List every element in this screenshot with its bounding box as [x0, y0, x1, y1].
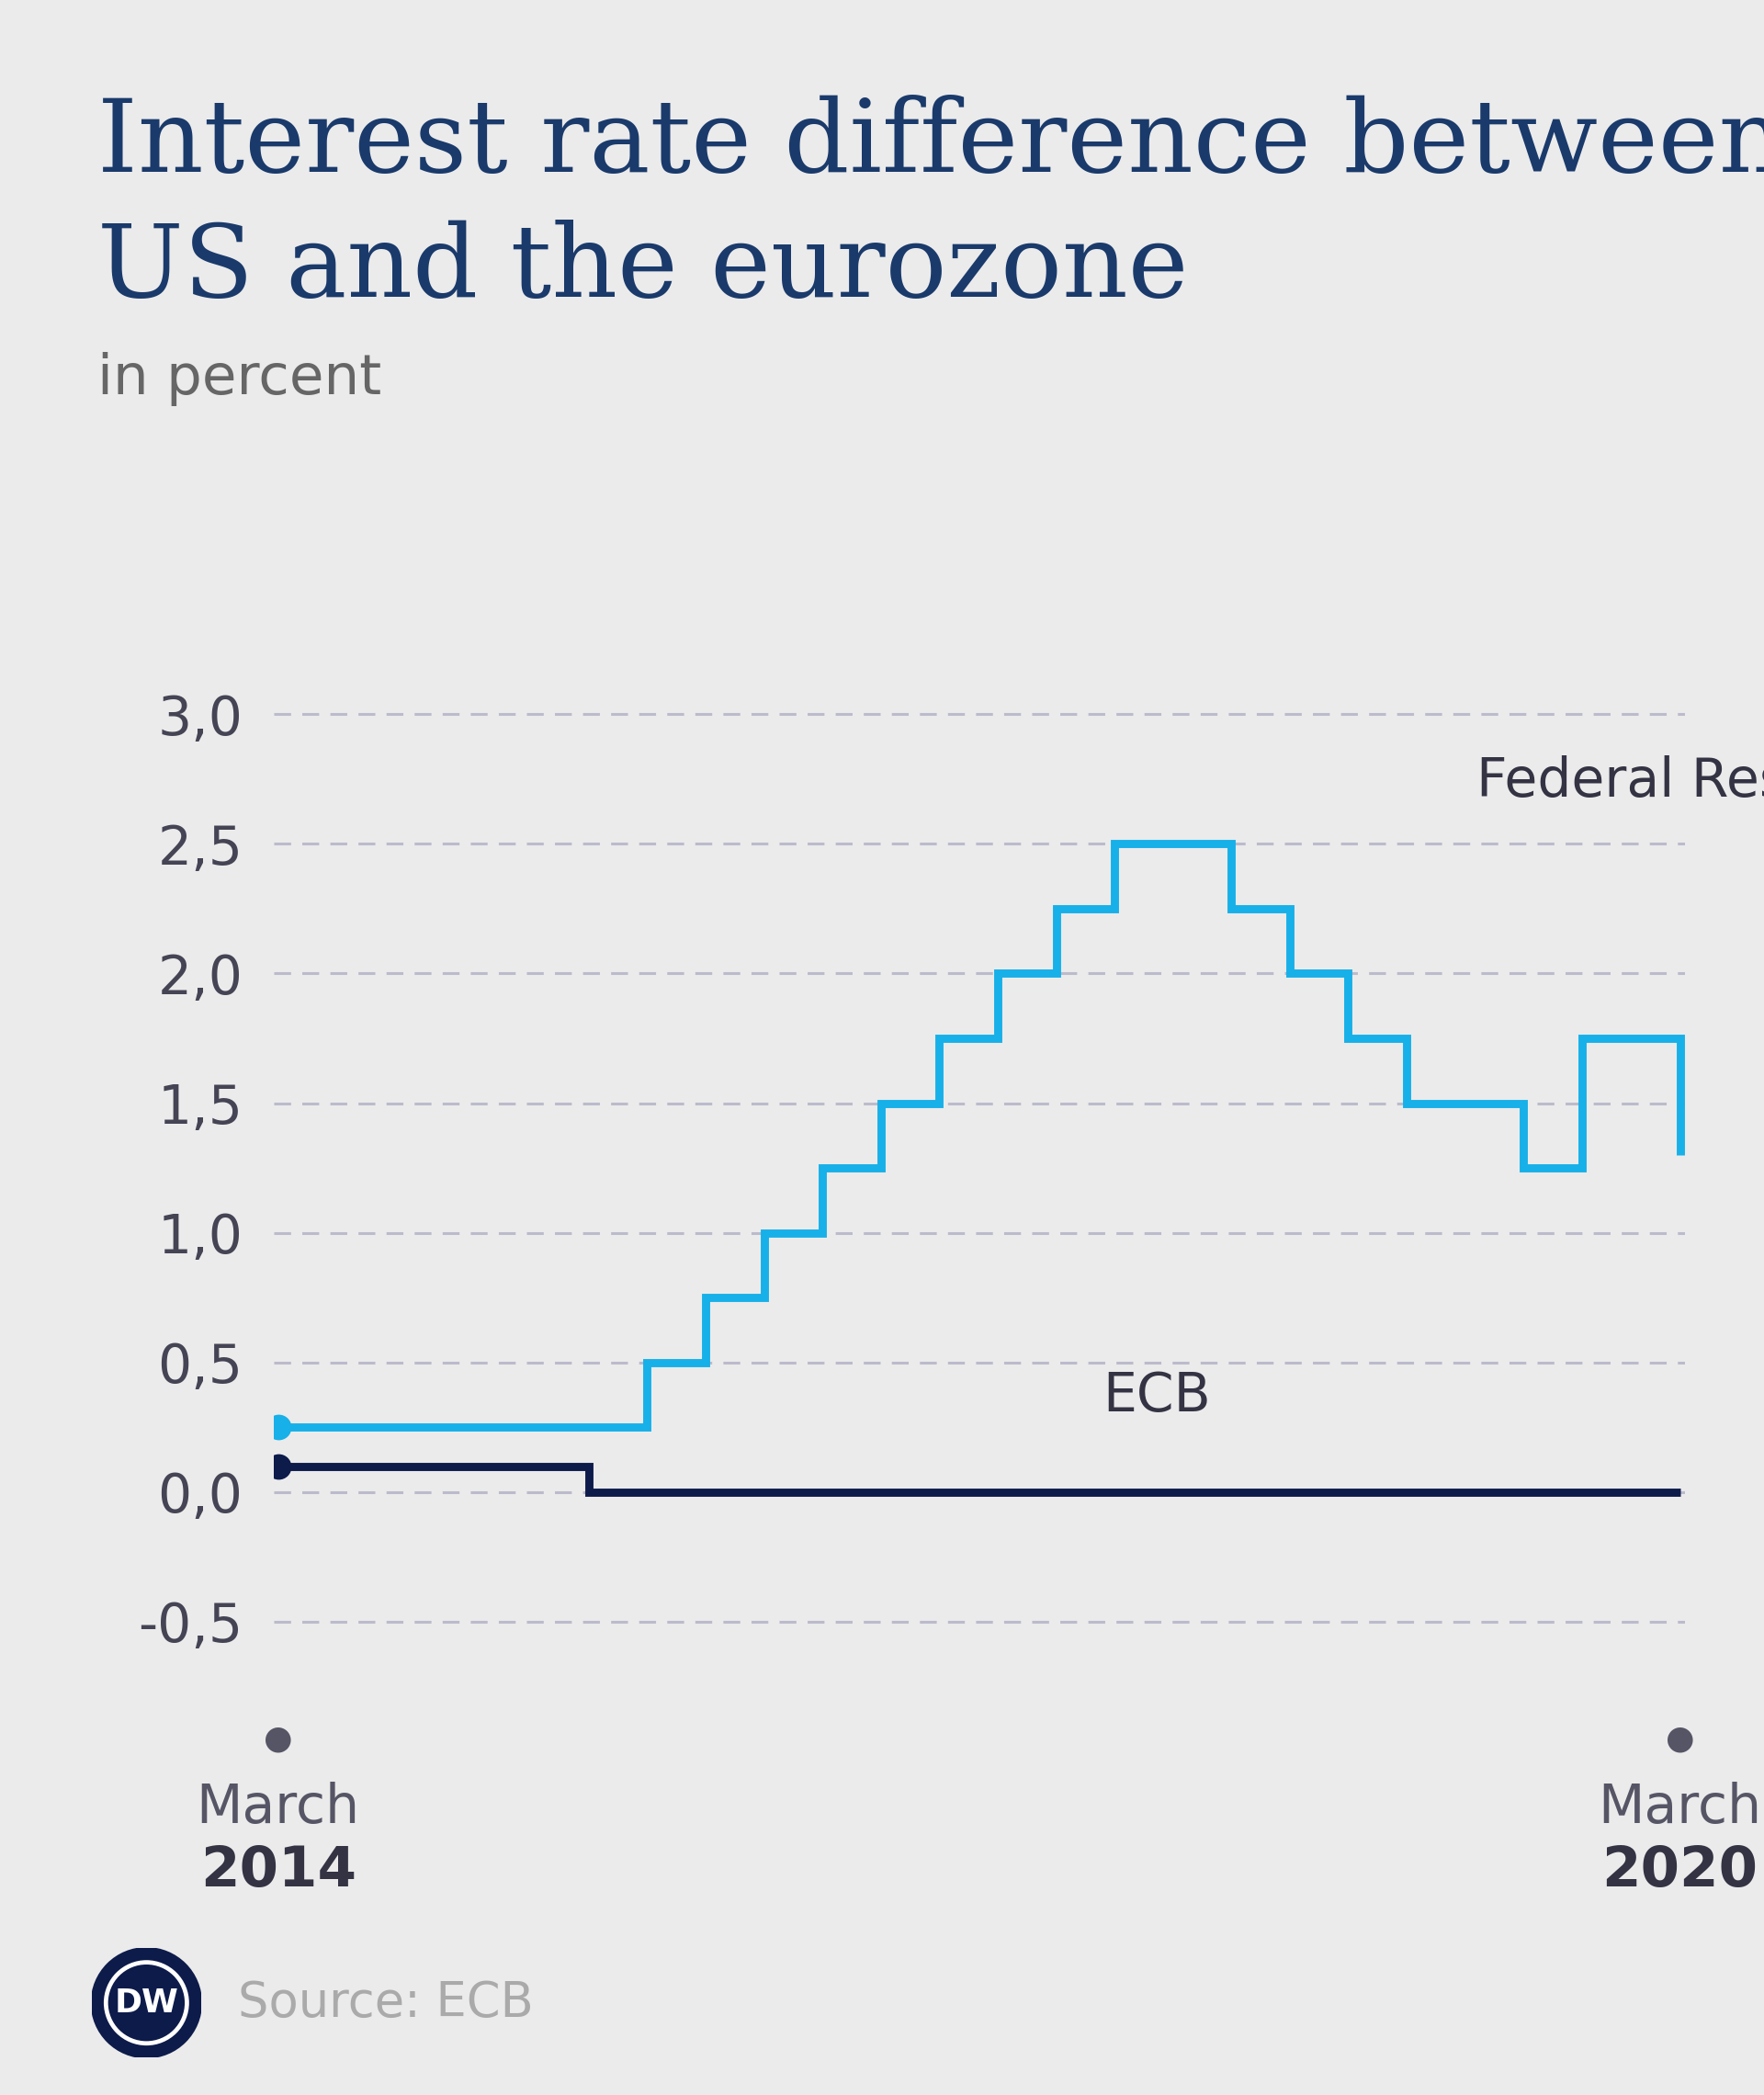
Circle shape: [106, 1961, 187, 2045]
Text: Source: ECB: Source: ECB: [238, 1980, 534, 2026]
Text: Interest rate difference between the: Interest rate difference between the: [97, 94, 1764, 193]
Text: 2014: 2014: [199, 1844, 356, 1898]
Text: March: March: [1598, 1781, 1762, 1835]
Text: Federal Reserve: Federal Reserve: [1476, 756, 1764, 809]
Text: US and the eurozone: US and the eurozone: [97, 220, 1187, 318]
Circle shape: [92, 1948, 201, 2057]
Text: in percent: in percent: [97, 352, 381, 406]
Text: ●: ●: [263, 1724, 293, 1754]
Text: ECB: ECB: [1102, 1370, 1212, 1423]
Circle shape: [109, 1965, 183, 2041]
Text: 2020: 2020: [1602, 1844, 1759, 1898]
Text: ●: ●: [1665, 1724, 1695, 1754]
Text: DW: DW: [115, 1988, 178, 2017]
Text: March: March: [196, 1781, 360, 1835]
